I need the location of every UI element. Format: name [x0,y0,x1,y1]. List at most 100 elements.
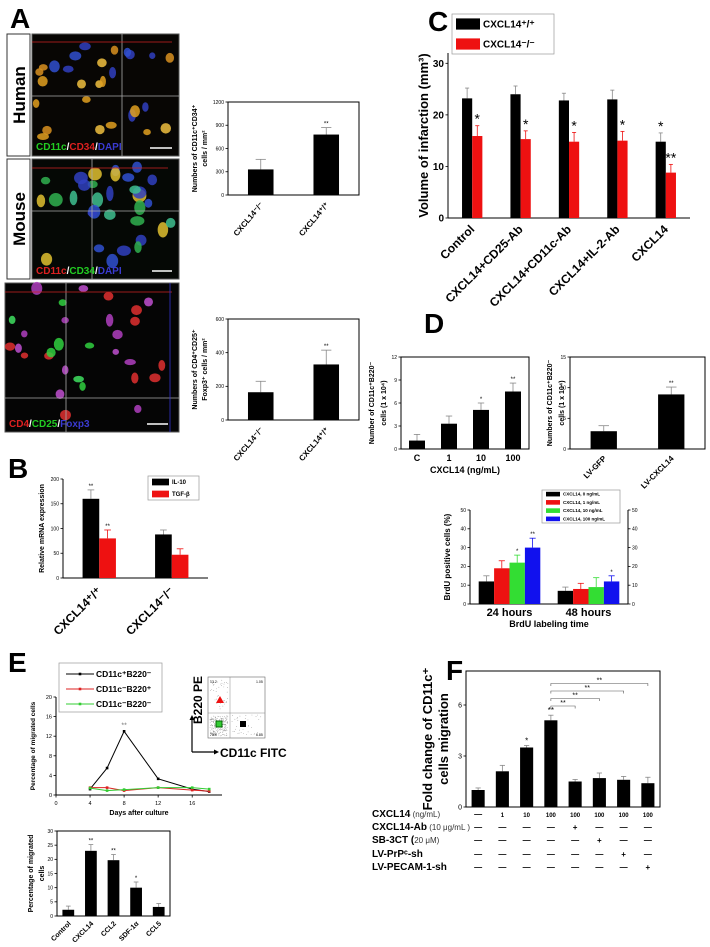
cell [122,173,135,182]
cell [112,348,120,355]
flow-event [226,734,228,736]
legend-label: CXCL14, 1 ng/mL [563,500,600,505]
flow-event [219,708,221,710]
flow-event [212,684,214,686]
condition-value: — [523,823,531,832]
y-tick-label: 12 [391,355,397,361]
cell [116,245,131,256]
panel-label-a: A [10,3,30,34]
cell [147,174,158,186]
flow-event [212,727,214,729]
flow-event [221,679,223,681]
flow-event [224,735,226,737]
flow-event [212,732,214,734]
condition-name: SB-3CT ( [372,835,415,846]
quadrant-value: 78.9 [210,733,217,737]
flow-event [212,721,214,723]
cell [130,216,145,226]
species-label-box [6,158,31,280]
flow-event [214,699,216,701]
flow-event [210,680,211,682]
flow-event [225,724,227,726]
y-tick-label: 0 [49,793,52,799]
y-tick-label-right: 30 [632,545,638,551]
y-tick-label: 16 [46,715,52,721]
y-tick-label: 3 [394,424,397,430]
y-tick-label: 3 [458,753,462,760]
cell [62,65,74,73]
flow-event [223,716,225,717]
micrograph-human-cells [32,42,175,141]
condition-value: — [474,863,482,872]
flow-event [250,733,252,735]
significance-marker: ** [105,524,110,530]
flow-event [223,700,225,702]
y-tick-label: 0 [221,418,224,424]
flow-event [223,729,225,731]
y-tick-label: 10 [47,885,53,891]
flow-event [224,729,226,730]
x-category-label: CXCL14+CD11c-Ab [487,222,574,309]
y-tick-label: 0 [56,576,59,582]
data-point [190,788,194,792]
bracket-label: ** [585,685,591,692]
cell [74,171,88,185]
y-axis-label: cells (1 x 10⁴) [559,380,566,425]
plot-frame [465,670,661,808]
significance-marker: ** [89,839,94,845]
flow-event [225,726,226,727]
panel-label-e: E [8,647,27,678]
cell [37,76,48,87]
flow-event [236,718,238,720]
y-axis-label: Numbers of CD11c⁺B220⁻ [547,360,554,447]
flow-event [210,716,212,718]
flow-event [227,721,228,723]
bar [494,568,510,604]
flow-event [223,734,225,735]
bar [569,141,580,218]
cell [48,193,63,207]
y-tick-label: 15 [47,871,53,877]
flow-event [224,724,226,725]
y-axis-label: Numbers of CD11c⁺CD34⁺ [192,104,199,192]
bar [247,392,274,420]
cell [61,365,69,375]
significance-bracket [550,698,600,701]
legend-label: CD11c⁻B220⁺ [96,684,152,694]
flow-event [223,721,225,722]
cell [58,299,67,307]
flow-event [243,733,244,735]
flow-event [222,729,224,731]
flow-event [245,715,247,716]
significance-marker: ** [530,532,535,538]
bar [313,364,340,420]
bracket-label: ** [597,678,603,685]
flow-event [213,715,215,717]
flow-event [251,714,253,716]
flow-event [226,715,227,717]
series-line [89,787,210,792]
condition-value: — [620,863,628,872]
flow-event [223,683,225,685]
y-axis-label: Fold change of CD11c⁺ [420,668,435,811]
flow-event [226,733,227,734]
condition-value: + [621,850,626,859]
flow-event [254,732,255,734]
micrograph-human-group: Human CD11c/CD34/DAPI [6,33,180,157]
cell [79,42,91,51]
chart-a-treg: 0 200 400 600 ** CXCL14⁻/⁻ CXCL14⁺/⁺ Numbers of… [192,317,360,463]
flow-event [217,681,219,683]
flow-event [219,729,220,730]
stain-legend-human: CD11c/CD34/DAPI [36,142,122,153]
legend-label: CXCL14, 0 ng/mL [563,492,600,497]
legend-swatch [456,18,480,30]
y-tick-label: 100 [51,526,60,532]
flow-event [222,734,224,735]
x-category-label: LV-GFP [582,454,609,481]
flow-event [211,727,212,729]
y-tick-label: 30 [47,829,53,835]
y-tick-label: 6 [458,702,462,709]
x-axis-label: CXCL14 (ng/mL) [430,465,500,475]
bar [524,547,541,604]
